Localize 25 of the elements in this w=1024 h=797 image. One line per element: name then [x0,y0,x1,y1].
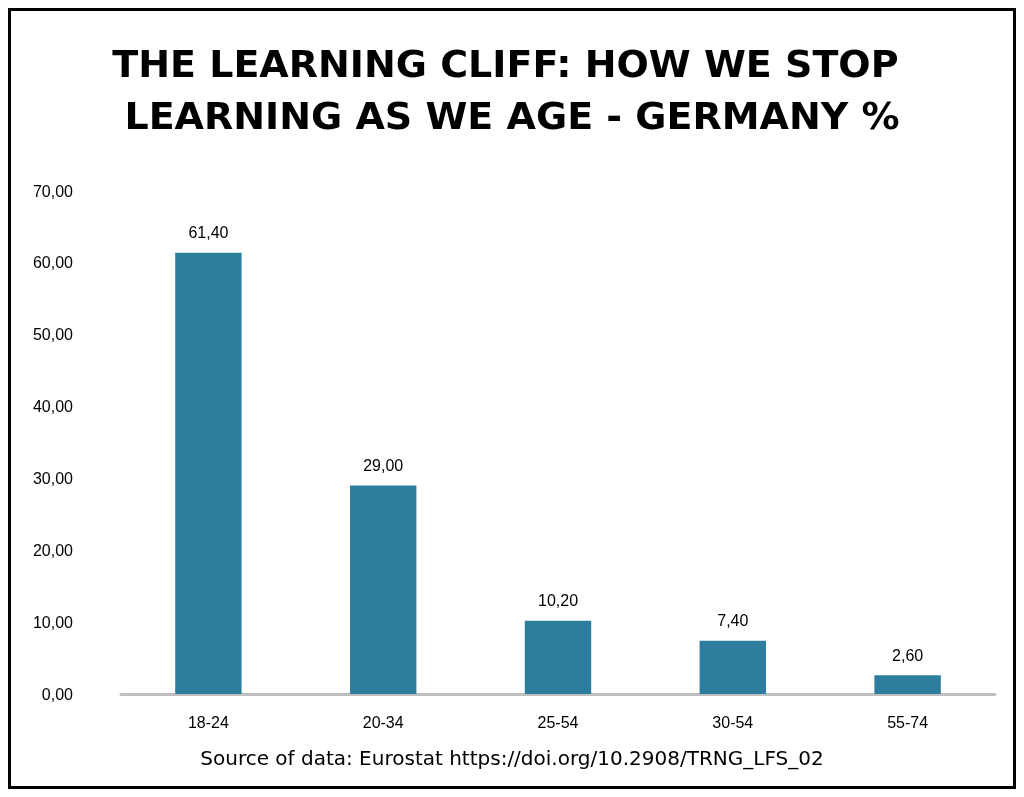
x-tick-label: 25-54 [537,713,579,731]
y-tick-label: 10,00 [32,613,74,631]
data-label: 7,40 [717,612,749,630]
data-label: 61,40 [188,224,229,242]
bar [699,640,767,694]
y-tick-label: 0,00 [41,685,74,703]
source-note: Source of data: Eurostat https://doi.org/10.2908/TRNG_LFS_02 [200,746,824,770]
x-tick-label: 30-54 [712,713,754,731]
bar [874,675,941,694]
y-tick-label: 70,00 [32,182,74,200]
y-tick-label: 50,00 [32,326,74,344]
x-tick-label: 20-34 [362,713,404,731]
data-label: 10,20 [537,592,579,610]
x-tick-label: 18-24 [187,713,229,731]
data-label: 29,00 [363,457,404,475]
chart-title: THE LEARNING CLIFF: HOW WE STOP LEARNING AS WE AGE - GERMANY % [112,42,912,138]
y-tick-label: 60,00 [32,254,74,272]
bar [175,252,242,694]
y-tick-label: 40,00 [32,398,74,416]
y-tick-label: 30,00 [32,469,74,487]
x-tick-label: 55-74 [887,713,929,731]
bar [349,485,417,694]
y-tick-label: 20,00 [32,541,74,559]
data-label: 2,60 [892,646,924,664]
bar [524,620,592,694]
